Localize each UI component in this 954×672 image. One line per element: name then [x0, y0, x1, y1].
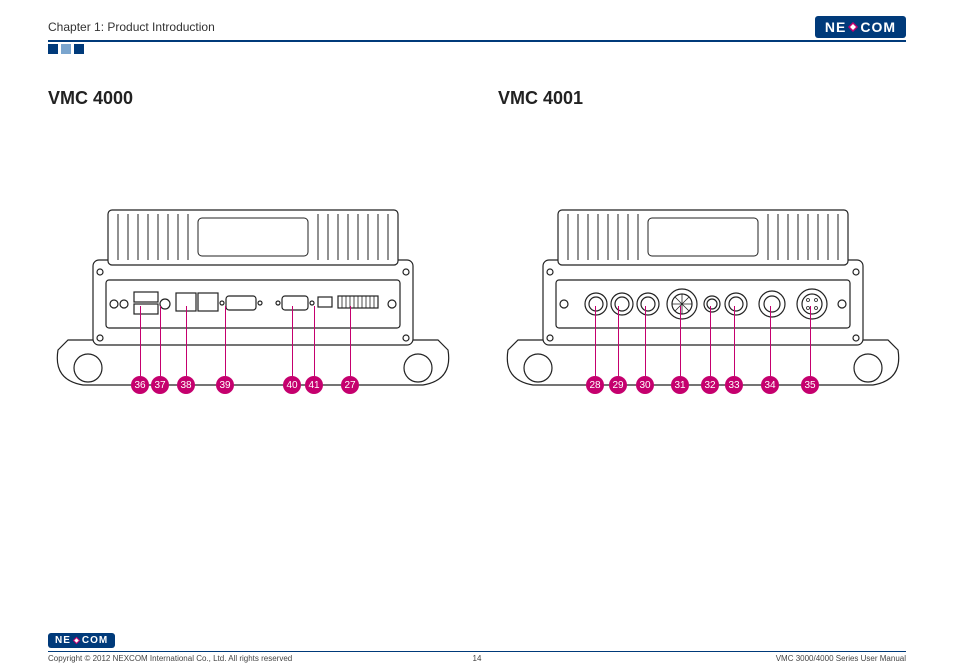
callout-line	[314, 306, 315, 376]
logo-text-right: COM	[860, 19, 896, 35]
callout-line	[810, 306, 811, 376]
logo-box: NE COM	[815, 16, 906, 38]
callout-number: 28	[586, 376, 604, 394]
callout-line	[225, 306, 226, 376]
callout-line	[680, 306, 681, 376]
callout-line	[710, 306, 711, 376]
square-3	[74, 44, 84, 54]
callout-line	[140, 306, 141, 376]
callout-number: 38	[177, 376, 195, 394]
logo-diamond-icon	[847, 21, 859, 33]
footer-logo-diamond-icon	[72, 636, 81, 645]
callout-number: 32	[701, 376, 719, 394]
callout-line	[595, 306, 596, 376]
footer-logo-left: NE	[55, 635, 71, 646]
manual-title: VMC 3000/4000 Series User Manual	[776, 654, 906, 663]
device-svg-left	[48, 200, 458, 400]
title-vmc4000: VMC 4000	[48, 88, 133, 109]
callout-number: 27	[341, 376, 359, 394]
square-2	[61, 44, 71, 54]
page-number: 14	[473, 654, 482, 663]
page-footer: NE COM Copyright © 2012 NEXCOM Internati…	[48, 651, 906, 654]
callout-number: 34	[761, 376, 779, 394]
callout-line	[618, 306, 619, 376]
header-rule	[48, 40, 906, 42]
square-1	[48, 44, 58, 54]
callout-line	[770, 306, 771, 376]
logo-top: NE COM	[815, 16, 906, 38]
callout-number: 41	[305, 376, 323, 394]
callout-line	[160, 306, 161, 376]
callout-line	[350, 306, 351, 376]
decorative-squares	[48, 44, 84, 54]
diagram-vmc4001	[498, 200, 908, 400]
callout-line	[292, 306, 293, 376]
callout-number: 30	[636, 376, 654, 394]
footer-logo-box: NE COM	[48, 633, 115, 648]
callout-number: 39	[216, 376, 234, 394]
callout-number: 33	[725, 376, 743, 394]
logo-bottom: NE COM	[48, 633, 115, 648]
callout-line	[645, 306, 646, 376]
logo-text-left: NE	[825, 19, 846, 35]
callout-number: 40	[283, 376, 301, 394]
title-vmc4001: VMC 4001	[498, 88, 583, 109]
callout-number: 35	[801, 376, 819, 394]
diagram-vmc4000	[48, 200, 458, 400]
callout-number: 36	[131, 376, 149, 394]
chapter-title: Chapter 1: Product Introduction	[48, 20, 215, 34]
page-header: Chapter 1: Product Introduction NE COM	[48, 20, 906, 48]
footer-rule	[48, 651, 906, 652]
callout-line	[734, 306, 735, 376]
callout-line	[186, 306, 187, 376]
device-svg-right	[498, 200, 908, 400]
callout-number: 37	[151, 376, 169, 394]
callout-number: 31	[671, 376, 689, 394]
footer-logo-right: COM	[82, 635, 108, 646]
copyright-text: Copyright © 2012 NEXCOM International Co…	[48, 654, 292, 663]
callout-number: 29	[609, 376, 627, 394]
